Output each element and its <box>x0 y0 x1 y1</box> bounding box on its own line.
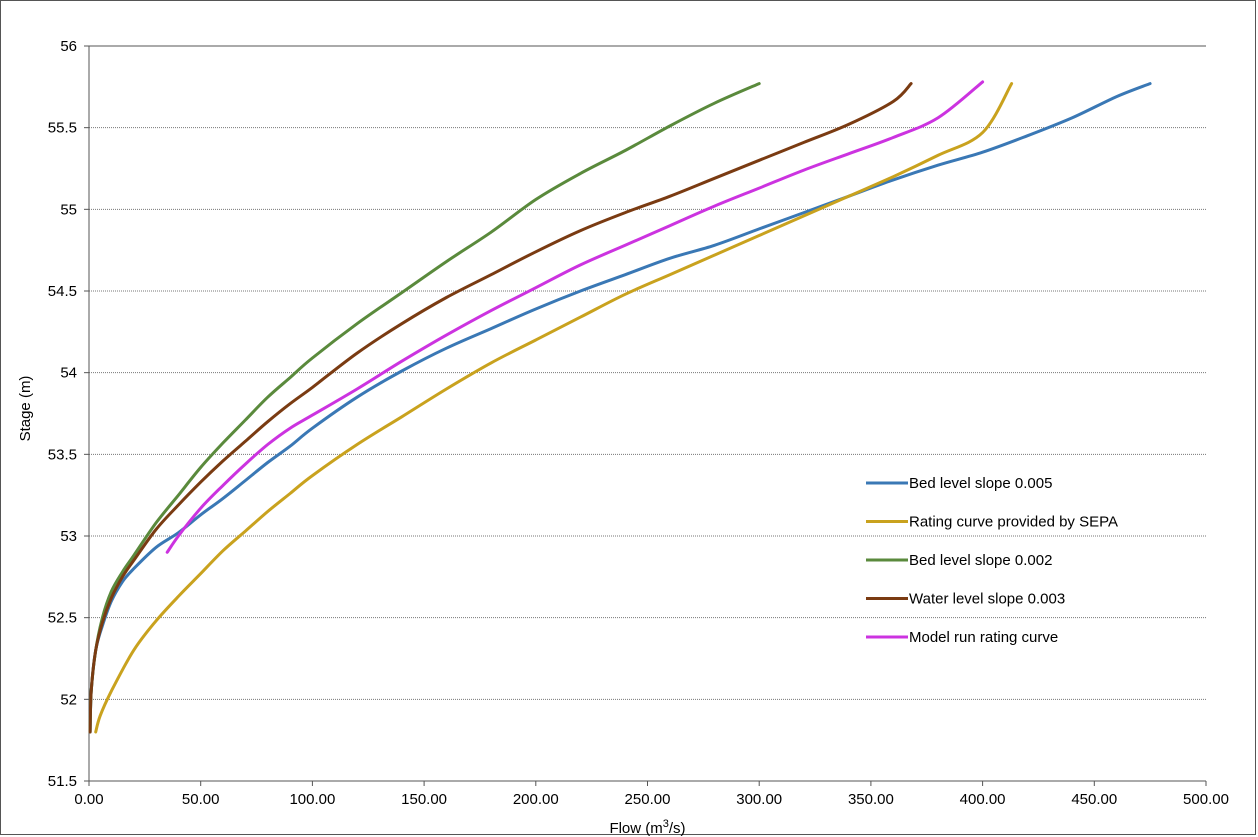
y-tick-label: 54.5 <box>48 283 77 300</box>
y-tick-label: 55 <box>60 201 77 218</box>
x-axis-title-superscript: 3 <box>663 818 669 830</box>
legend-label-bed-level-slope-0-005: Bed level slope 0.005 <box>909 475 1052 492</box>
x-tick-label: 0.00 <box>74 791 103 808</box>
legend-label-water-level-slope-0-003: Water level slope 0.003 <box>909 591 1065 608</box>
x-axis-title: Flow (m3/s) <box>609 818 685 836</box>
x-tick-label: 50.00 <box>182 791 220 808</box>
legend: Bed level slope 0.005 Rating curve provid… <box>866 475 1118 646</box>
x-tick-label: 400.00 <box>960 791 1006 808</box>
x-tick-labels: 0.00 50.00 100.00 150.00 200.00 250.00 300.00 3… <box>74 791 1229 808</box>
y-axis-title: Stage (m) <box>17 376 34 442</box>
y-tick-labels: 51.5 52 52.5 53 53.5 54 54.5 55 55.5 56 <box>48 38 77 790</box>
y-tick-label: 53.5 <box>48 446 77 463</box>
y-tick-label: 52.5 <box>48 610 77 627</box>
axes <box>88 45 1206 782</box>
x-tick-label: 100.00 <box>289 791 335 808</box>
y-tick-label: 53 <box>60 528 77 545</box>
x-tick-label: 250.00 <box>625 791 671 808</box>
x-axis-title-tail: /s) <box>669 820 686 836</box>
y-tick-label: 55.5 <box>48 120 77 137</box>
x-tick-label: 150.00 <box>401 791 447 808</box>
series-line-rating-curve-provided-by-sepa <box>94 82 1014 734</box>
legend-label-rating-curve-provided-by-sepa: Rating curve provided by SEPA <box>909 514 1118 531</box>
gridlines <box>84 45 1207 786</box>
x-tick-label: 350.00 <box>848 791 894 808</box>
legend-label-bed-level-slope-0-002: Bed level slope 0.002 <box>909 552 1052 569</box>
x-axis-title-text: Flow (m <box>609 820 662 836</box>
y-tick-label: 51.5 <box>48 773 77 790</box>
y-tick-label: 52 <box>60 691 77 708</box>
x-tick-label: 200.00 <box>513 791 559 808</box>
series-line-water-level-slope-0-003 <box>88 82 913 734</box>
x-tick-label: 450.00 <box>1071 791 1117 808</box>
series-line-model-run-rating-curve <box>165 80 985 554</box>
series-line-bed-level-slope-0-002 <box>88 82 761 734</box>
series-line-bed-level-slope-0-005 <box>88 82 1152 734</box>
x-tick-label: 500.00 <box>1183 791 1229 808</box>
legend-label-model-run-rating-curve: Model run rating curve <box>909 629 1058 646</box>
series-lines <box>88 80 1152 734</box>
x-tick-label: 300.00 <box>736 791 782 808</box>
y-tick-label: 56 <box>60 38 77 55</box>
y-tick-label: 54 <box>60 365 77 382</box>
